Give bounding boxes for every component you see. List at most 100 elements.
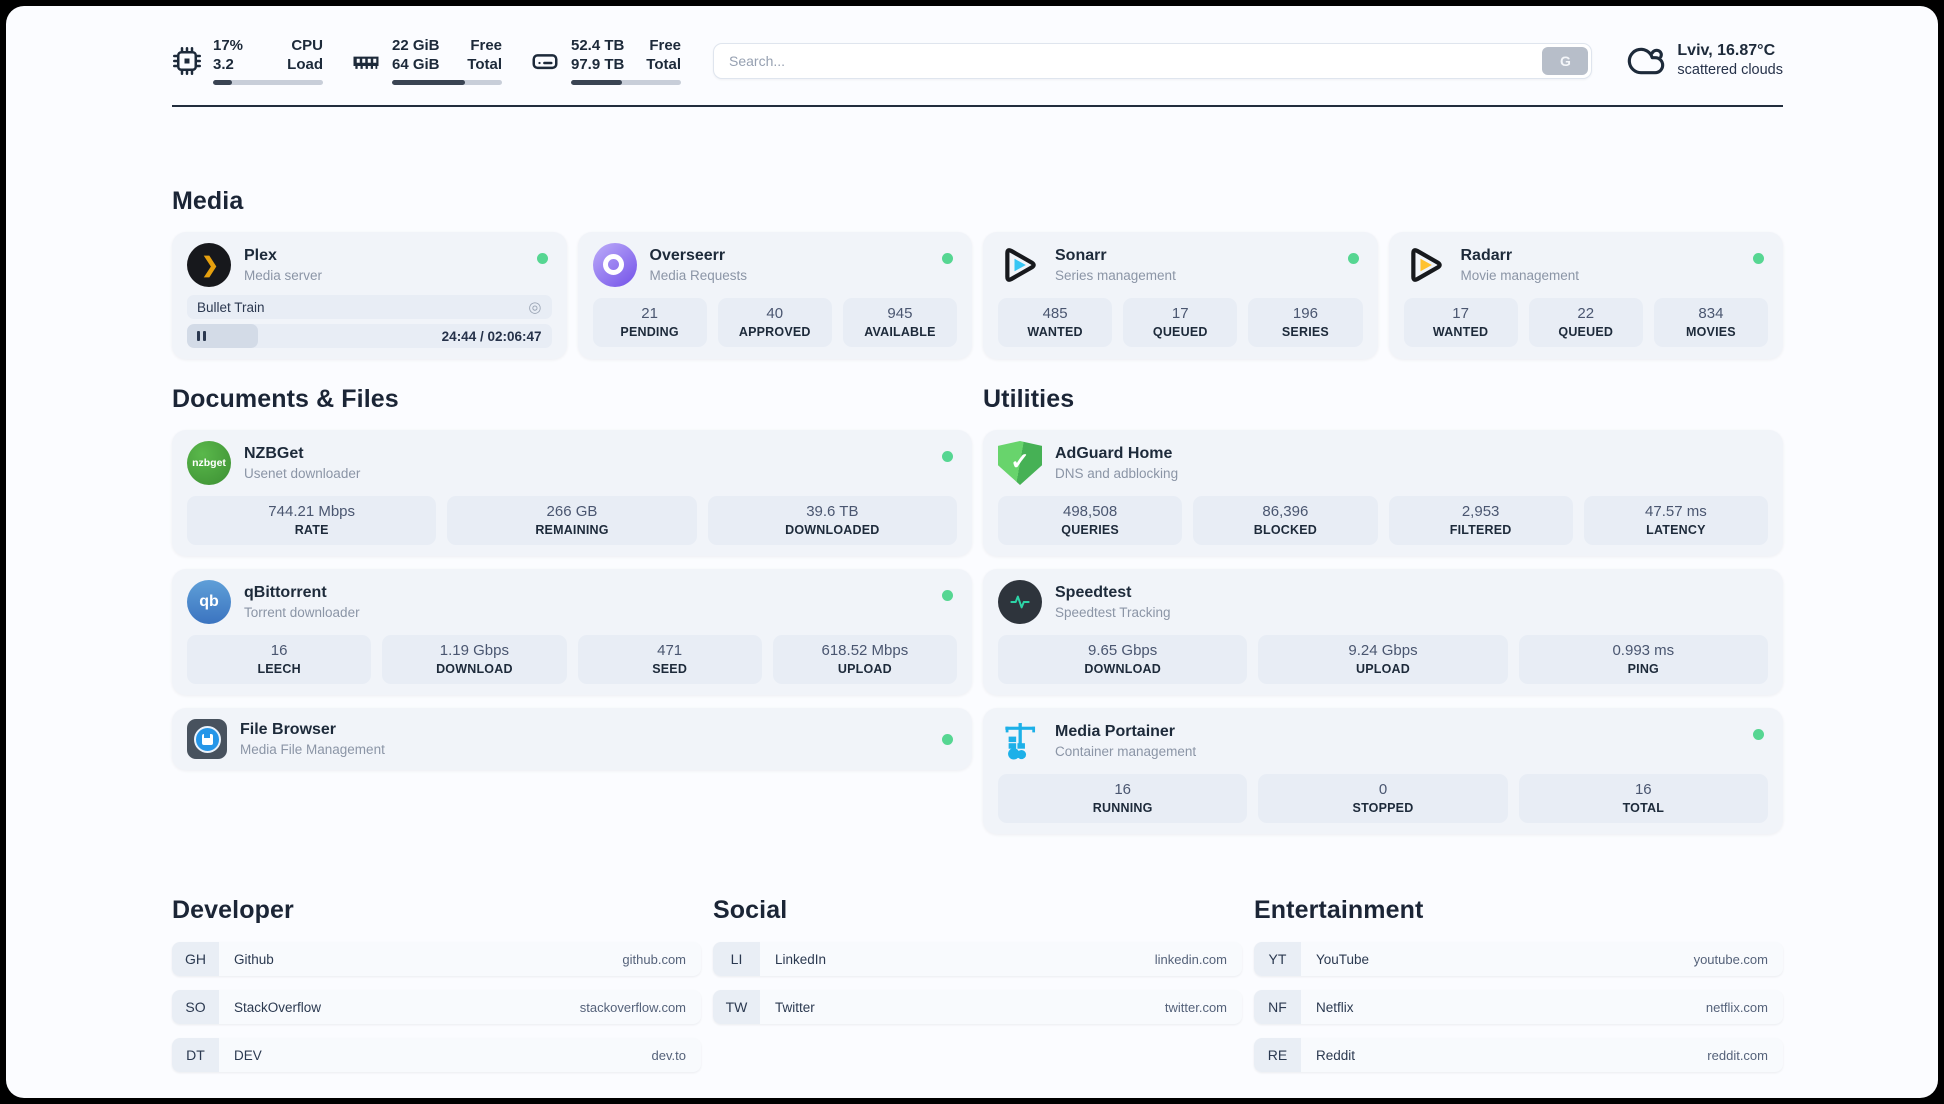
bookmark-stackoverflow[interactable]: SO StackOverflow stackoverflow.com (172, 990, 701, 1024)
stat-filtered: 2,953 FILTERED (1388, 496, 1573, 545)
bookmarks-developer: Developer GH Github github.com SO StackO… (172, 896, 701, 1072)
bookmark-linkedin[interactable]: LI LinkedIn linkedin.com (713, 942, 1242, 976)
cpu-load-label: Load (287, 56, 323, 73)
service-subtitle: Media File Management (240, 742, 385, 757)
service-name: File Browser (240, 721, 337, 738)
service-card-radarr[interactable]: Radarr Movie management 17 WANTED 22 QUE… (1388, 232, 1783, 359)
search-bar: G (713, 42, 1593, 79)
stat-available: 945 AVAILABLE (842, 298, 958, 347)
service-card-adguard[interactable]: ✓ AdGuard Home DNS and adblocking 498,50… (983, 430, 1783, 556)
pause-icon (197, 331, 200, 341)
weather-widget: Lviv, 16.87°C scattered clouds (1626, 41, 1783, 81)
bookmarks-social: Social LI LinkedIn linkedin.com TW Twitt… (713, 896, 1242, 1024)
bookmark-youtube[interactable]: YT YouTube youtube.com (1254, 942, 1783, 976)
ram-icon (353, 56, 379, 69)
cpu-usage-value: 17% (213, 37, 244, 54)
bookmark-github[interactable]: GH Github github.com (172, 942, 701, 976)
stat-downloaded: 39.6 TB DOWNLOADED (707, 496, 957, 545)
bookmark-abbr: GH (172, 942, 219, 976)
dashboard-page: 17% 3.2 CPU Load (6, 6, 1938, 1098)
status-dot (942, 253, 953, 264)
bookmark-domain: reddit.com (1707, 1047, 1768, 1063)
service-name: Overseerr (649, 247, 726, 264)
service-name: Radarr (1460, 247, 1513, 264)
bookmark-name: Github (234, 951, 274, 967)
bookmark-name: DEV (234, 1047, 262, 1063)
cpu-progress-bar (213, 80, 323, 85)
service-card-qbittorrent[interactable]: qb qBittorrent Torrent downloader 16 LEE… (172, 569, 972, 695)
cpu-load-value: 3.2 (213, 56, 234, 73)
bookmark-abbr: YT (1254, 942, 1301, 976)
memory-total-value: 64 GiB (392, 56, 440, 73)
weather-location: Lviv, 16.87°C (1677, 42, 1776, 59)
stat-queued: 22 QUEUED (1528, 298, 1643, 347)
stat-latency: 47.57 ms LATENCY (1583, 496, 1768, 545)
disk-total-value: 97.9 TB (571, 56, 625, 73)
memory-total-label: Total (467, 56, 502, 73)
disk-free-label: Free (649, 37, 681, 54)
disk-icon (532, 53, 558, 69)
service-card-speedtest[interactable]: Speedtest Speedtest Tracking 9.65 Gbps D… (983, 569, 1783, 695)
qbittorrent-icon: qb (187, 580, 231, 624)
stat-blocked: 86,396 BLOCKED (1193, 496, 1378, 545)
status-dot (1753, 729, 1764, 740)
service-name: Sonarr (1055, 247, 1107, 264)
overseerr-icon (592, 243, 637, 287)
section-documents: Documents & Files nzbget NZBGet Usenet d… (172, 385, 972, 770)
memory-widget: 22 GiB 64 GiB Free Total (351, 36, 502, 85)
search-input[interactable] (713, 42, 1593, 79)
bookmark-reddit[interactable]: RE Reddit reddit.com (1254, 1038, 1783, 1072)
service-subtitle: Media Requests (649, 268, 748, 283)
service-name: Speedtest (1055, 584, 1132, 601)
bookmark-domain: netflix.com (1705, 999, 1768, 1015)
playback-progress-fill (187, 324, 259, 348)
section-title-entertainment: Entertainment (1254, 896, 1424, 924)
stat-ping: 0.993 ms PING (1518, 635, 1768, 684)
stat-upload: 9.24 Gbps UPLOAD (1258, 635, 1508, 684)
service-subtitle: Container management (1055, 744, 1197, 759)
service-subtitle: Media server (244, 268, 323, 283)
stat-queries: 498,508 QUERIES (998, 496, 1183, 545)
bookmark-netflix[interactable]: NF Netflix netflix.com (1254, 990, 1783, 1024)
bookmark-abbr: DT (172, 1038, 219, 1072)
session-view-icon[interactable]: ◎ (528, 298, 542, 316)
service-name: Plex (244, 247, 277, 264)
service-subtitle: Speedtest Tracking (1055, 605, 1171, 620)
bookmark-abbr: RE (1254, 1038, 1301, 1072)
search-engine-button[interactable]: G (1542, 46, 1589, 75)
stat-leech: 16 LEECH (187, 635, 372, 684)
bookmark-dev[interactable]: DT DEV dev.to (172, 1038, 701, 1072)
stat-upload: 618.52 Mbps UPLOAD (772, 635, 957, 684)
status-dot (942, 734, 953, 745)
cloud-icon (1628, 47, 1665, 74)
portainer-icon (998, 719, 1042, 763)
stat-rate: 744.21 Mbps RATE (187, 496, 437, 545)
service-card-portainer[interactable]: Media Portainer Container management 16 … (983, 708, 1783, 834)
service-card-sonarr[interactable]: Sonarr Series management 485 WANTED 17 Q… (983, 232, 1378, 359)
status-dot (1347, 253, 1359, 264)
status-dot (536, 253, 548, 264)
top-bar: 17% 3.2 CPU Load (172, 36, 1783, 85)
disk-free-value: 52.4 TB (571, 37, 625, 54)
service-name: NZBGet (244, 445, 304, 462)
stat-stopped: 0 STOPPED (1258, 774, 1508, 823)
bookmark-twitter[interactable]: TW Twitter twitter.com (713, 990, 1242, 1024)
disk-total-label: Total (646, 56, 681, 73)
topbar-divider (172, 105, 1783, 107)
service-card-overseerr[interactable]: Overseerr Media Requests 21 PENDING 40 A… (577, 232, 972, 359)
bookmark-domain: twitter.com (1164, 999, 1227, 1015)
stat-download: 9.65 Gbps DOWNLOAD (998, 635, 1248, 684)
bookmark-name: StackOverflow (234, 999, 322, 1015)
stat-series: 196 SERIES (1248, 298, 1363, 347)
stat-total: 16 TOTAL (1518, 774, 1768, 823)
service-subtitle: Movie management (1460, 268, 1580, 283)
service-card-filebrowser[interactable]: File Browser Media File Management (172, 708, 972, 770)
stat-remaining: 266 GB REMAINING (447, 496, 697, 545)
bookmark-abbr: NF (1254, 990, 1301, 1024)
service-card-plex[interactable]: ❯ Plex Media server Bullet Train ◎ (172, 232, 567, 359)
stat-movies: 834 MOVIES (1653, 298, 1769, 347)
bookmark-abbr: SO (172, 990, 219, 1024)
stat-download: 1.19 Gbps DOWNLOAD (382, 635, 567, 684)
service-card-nzbget[interactable]: nzbget NZBGet Usenet downloader 744.21 M… (172, 430, 972, 556)
bookmark-name: Reddit (1316, 1047, 1356, 1063)
